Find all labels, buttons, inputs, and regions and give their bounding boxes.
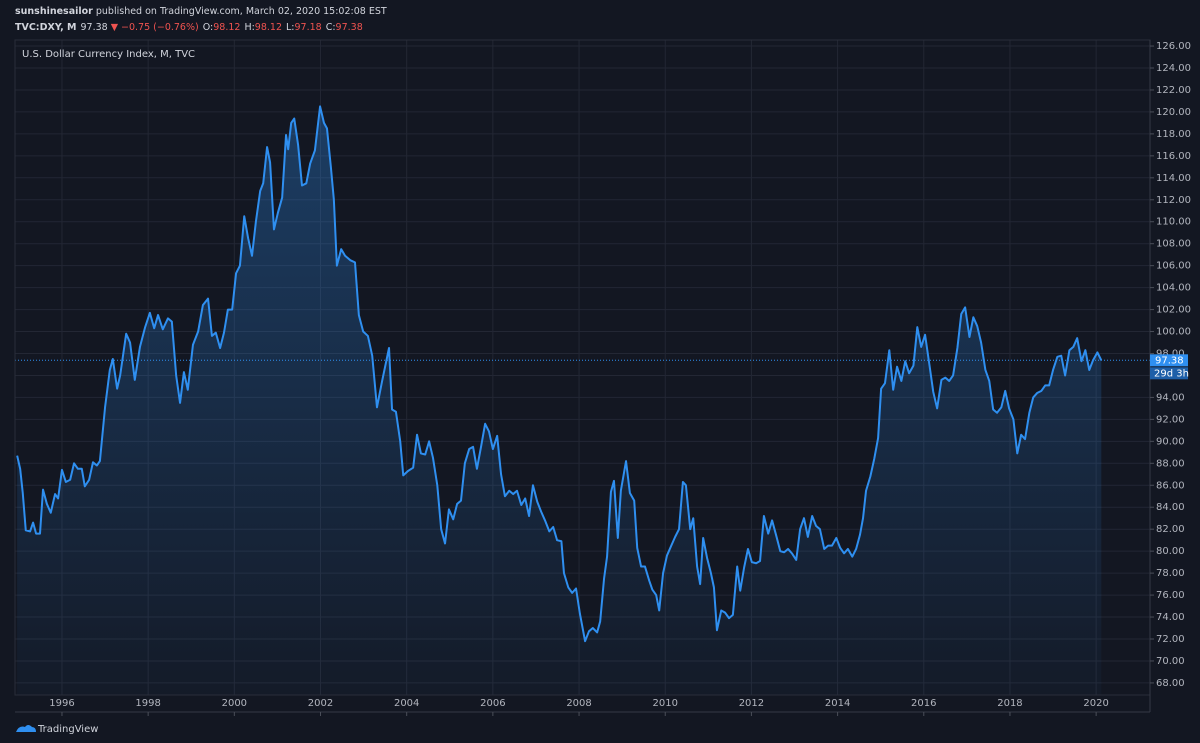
y-tick-label: 92.00 xyxy=(1156,414,1185,425)
countdown-box xyxy=(1150,367,1188,380)
y-tick-label: 70.00 xyxy=(1156,656,1185,667)
last-price-box xyxy=(1150,354,1188,367)
y-tick-label: 86.00 xyxy=(1156,480,1185,491)
pane-title: U.S. Dollar Currency Index, M, TVC xyxy=(22,49,195,60)
y-tick-label: 68.00 xyxy=(1156,678,1185,689)
last-price-label: 97.38 xyxy=(1155,355,1184,366)
author: sunshinesailor xyxy=(15,6,93,17)
y-tick-label: 118.00 xyxy=(1156,129,1191,140)
y-tick-label: 82.00 xyxy=(1156,524,1185,535)
y-tick-label: 126.00 xyxy=(1156,41,1191,52)
y-tick-label: 104.00 xyxy=(1156,283,1191,294)
x-tick-label: 2018 xyxy=(997,698,1022,709)
ohlc-value: 97.18 xyxy=(295,22,322,33)
logo-text: TradingView xyxy=(37,724,98,735)
plot xyxy=(15,105,1150,696)
author-line: sunshinesailor published on TradingView.… xyxy=(15,6,387,17)
y-tick-label: 106.00 xyxy=(1156,261,1191,272)
x-tick-label: 2008 xyxy=(566,698,591,709)
x-tick-label: 1998 xyxy=(135,698,160,709)
x-tick-label: 2000 xyxy=(222,698,247,709)
ohlc-label: O: xyxy=(203,22,214,33)
x-tick-label: 2016 xyxy=(911,698,936,709)
symbol: TVC:DXY, M xyxy=(15,22,77,33)
ohlc-value: 98.12 xyxy=(255,22,282,33)
area-fill xyxy=(17,106,1102,696)
countdown-label: 29d 3h xyxy=(1154,368,1189,379)
ohlc-label: L: xyxy=(286,22,295,33)
axes: 68.00 70.00 72.00 74.00 76.00 78.00 80.00 82.00… xyxy=(49,41,1191,716)
y-tick-label: 112.00 xyxy=(1156,195,1191,206)
y-tick-label: 122.00 xyxy=(1156,85,1191,96)
x-tick-label: 2002 xyxy=(308,698,333,709)
y-tick-label: 98.00 xyxy=(1156,348,1185,359)
logo-icon xyxy=(16,725,36,732)
x-tick-label: 2014 xyxy=(825,698,850,709)
ohlc-label: H: xyxy=(244,22,254,33)
y-tick-label: 72.00 xyxy=(1156,634,1185,645)
y-tick-label: 102.00 xyxy=(1156,305,1191,316)
published: published on TradingView.com, March 02, … xyxy=(93,6,387,17)
price-line xyxy=(16,105,1103,643)
symbol-line: TVC:DXY, M 97.38 ▼ −0.75 (−0.76%) O:98.12 H:… xyxy=(15,22,363,33)
y-tick-label: 120.00 xyxy=(1156,107,1191,118)
y-tick-label: 76.00 xyxy=(1156,590,1185,601)
y-tick-label: 108.00 xyxy=(1156,239,1191,250)
y-tick-label: 90.00 xyxy=(1156,436,1185,447)
x-tick-label: 1996 xyxy=(49,698,74,709)
y-tick-label: 88.00 xyxy=(1156,458,1185,469)
y-tick-label: 80.00 xyxy=(1156,546,1185,557)
x-tick-label: 2006 xyxy=(480,698,505,709)
y-tick-label: 78.00 xyxy=(1156,568,1185,579)
y-tick-label: 74.00 xyxy=(1156,612,1185,623)
x-tick-label: 2010 xyxy=(653,698,678,709)
change: ▼ −0.75 (−0.76%) xyxy=(111,22,199,33)
x-tick-label: 2004 xyxy=(394,698,419,709)
price: 97.38 xyxy=(81,22,108,33)
y-tick-label: 100.00 xyxy=(1156,327,1191,338)
y-tick-label: 84.00 xyxy=(1156,502,1185,513)
y-tick-label: 110.00 xyxy=(1156,217,1191,228)
y-tick-label: 114.00 xyxy=(1156,173,1191,184)
ohlc-value: 98.12 xyxy=(213,22,240,33)
ohlc-value: 97.38 xyxy=(336,22,363,33)
y-tick-label: 124.00 xyxy=(1156,63,1191,74)
x-tick-label: 2020 xyxy=(1083,698,1108,709)
ohlc-label: C: xyxy=(326,22,336,33)
y-tick-label: 94.00 xyxy=(1156,392,1185,403)
x-tick-label: 2012 xyxy=(739,698,764,709)
logo: TradingView xyxy=(16,724,98,735)
y-tick-label: 116.00 xyxy=(1156,151,1191,162)
